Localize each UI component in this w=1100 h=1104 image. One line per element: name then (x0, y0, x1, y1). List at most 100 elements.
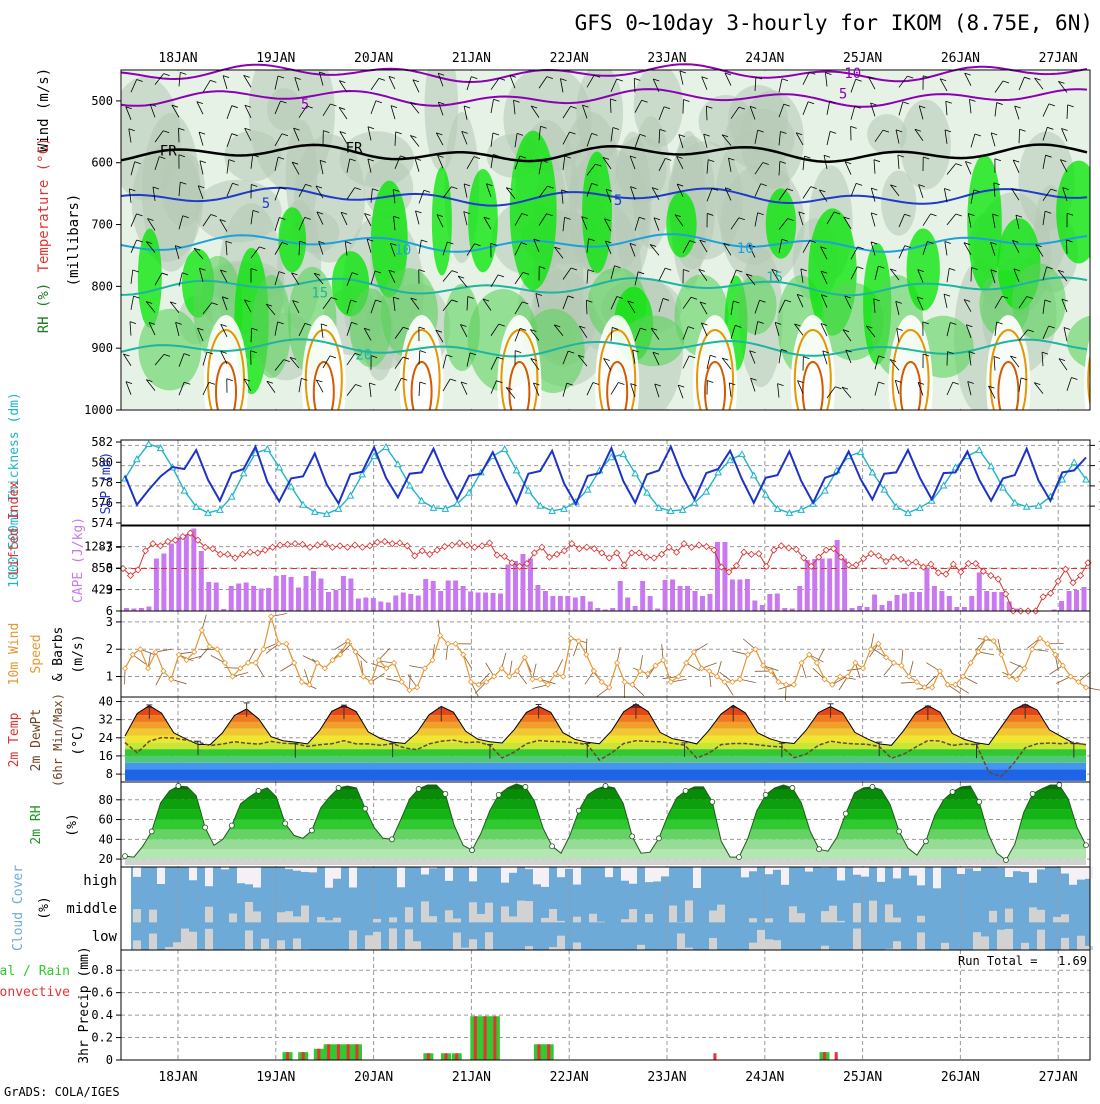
ylabel-minmax: (6hr Min/Max) (51, 693, 65, 787)
tick-label: 0 (106, 1053, 113, 1067)
cloud-gap (253, 911, 261, 922)
cape-bar (229, 586, 234, 611)
ylabel-rh: RH (%) (36, 283, 52, 334)
cape-bar (431, 581, 436, 611)
cloud-gap (485, 932, 493, 950)
ylabel-precip: 3hr Precip (mm) (77, 946, 92, 1063)
precip-conv-bar (302, 1052, 305, 1060)
date-label-top: 21JAN (452, 51, 491, 66)
date-label-top: 27JAN (1039, 51, 1078, 66)
cape-bar (685, 586, 690, 611)
tick-label: 2 (106, 642, 113, 656)
cloud-gap (133, 940, 141, 950)
cloud-gap (373, 919, 381, 922)
ylabel-speed: Speed (29, 634, 44, 673)
contour-label: 20 (355, 347, 372, 363)
cloud-high-gap (469, 867, 477, 881)
cape-bar (1059, 601, 1064, 611)
cloud-gap (245, 930, 253, 950)
rh-point (950, 789, 955, 794)
cape-bar (775, 594, 780, 612)
cloud-high-gap (1077, 867, 1085, 880)
contour-label: 5 (839, 86, 847, 102)
cape-bar (386, 603, 391, 612)
cloud-gap (549, 909, 557, 922)
cloud-gap (277, 912, 285, 922)
cloud-high-gap (445, 867, 453, 881)
tick-label: 800 (91, 279, 113, 293)
cloud-gap (325, 920, 333, 922)
tick-label: 0 (106, 562, 113, 576)
cloud-gap (765, 939, 773, 950)
rh-point (283, 821, 288, 826)
rh-point (363, 806, 368, 811)
rh-green-blob (278, 207, 306, 272)
cloud-gap (1077, 936, 1085, 950)
cloud-gap (413, 941, 421, 950)
cloud-gap (573, 942, 581, 950)
cloud-gap (317, 917, 325, 922)
cloud-high-gap (741, 867, 749, 877)
cloud-gap (773, 940, 781, 950)
tick-label: 500 (91, 94, 113, 108)
cape-bar (423, 579, 428, 611)
cloud-fill (131, 867, 1090, 950)
cape-bar (842, 559, 847, 612)
cloud-high-gap (837, 867, 845, 880)
ylabel-dewpt: 2m DewPt (29, 709, 44, 772)
cape-bar (371, 598, 376, 611)
cloud-gap (405, 907, 413, 922)
rh-point (149, 829, 154, 834)
cape-bar (565, 596, 570, 611)
rh-green-blob (468, 169, 498, 272)
cape-bar (707, 594, 712, 611)
ylabel-wind10: 10m Wind (7, 623, 22, 686)
contour-label: FR (346, 140, 363, 156)
cloud-gap (389, 928, 397, 950)
temp-band (121, 763, 1090, 770)
rh-point (656, 836, 661, 841)
tick-label: 40 (99, 832, 113, 846)
cloud-gap (749, 943, 757, 950)
precip-conv-bar (484, 1016, 487, 1060)
tick-label: 0.4 (91, 1008, 113, 1022)
cloud-high-gap (533, 867, 541, 884)
cape-bar (236, 584, 241, 612)
rh-point (309, 828, 314, 833)
cloud-high-gap (957, 867, 965, 874)
date-label-bottom: 18JAN (158, 1070, 197, 1085)
tick-label: 20 (99, 852, 113, 866)
run-total-label: Run Total = (958, 954, 1037, 968)
cloud-high-gap (749, 867, 757, 871)
cloud-gap (1053, 917, 1061, 922)
cloud-gap (629, 909, 637, 922)
cloud-high-gap (421, 867, 429, 874)
precip-conv-bar (427, 1053, 430, 1060)
cape-bar (693, 591, 698, 611)
cape-bar (251, 586, 256, 611)
cloud-gap (837, 921, 845, 922)
cape-bar (378, 602, 383, 612)
cape-bar (461, 586, 466, 611)
cloud-gap (1061, 938, 1069, 950)
cape-bar (244, 583, 249, 612)
cape-bar (752, 601, 757, 612)
cape-bar (872, 595, 877, 612)
cloud-gap (637, 945, 645, 950)
rh-point (576, 808, 581, 813)
cloud-high-gap (861, 867, 869, 877)
cloud-high-gap (325, 867, 333, 888)
cape-bar (865, 607, 870, 611)
cape-bar (326, 592, 331, 611)
cape-bar (1074, 590, 1079, 611)
cloud-gap (789, 906, 797, 922)
cape-bar (304, 576, 309, 611)
cape-bar (468, 592, 473, 612)
cloud-gap (541, 918, 549, 922)
cape-bar (289, 577, 294, 611)
tick-label: 574 (91, 516, 113, 530)
tick-label: -3 (99, 540, 113, 554)
cloud-gap (821, 946, 829, 950)
cloud-high-gap (501, 867, 509, 883)
cloud-gap (573, 917, 581, 923)
